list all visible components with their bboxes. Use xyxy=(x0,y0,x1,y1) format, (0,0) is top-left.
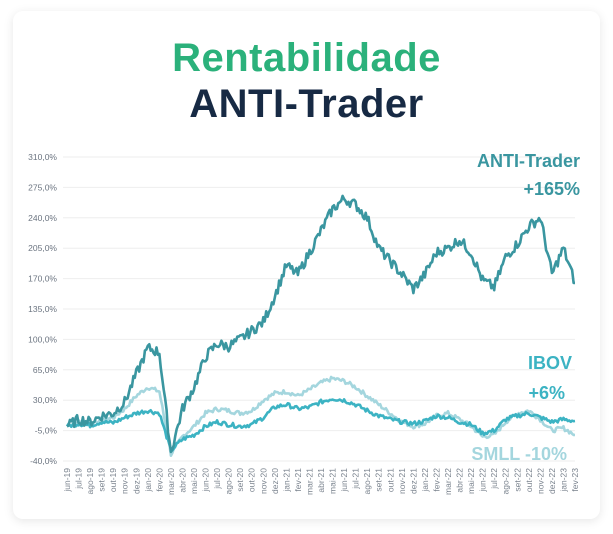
y-axis-ticks: 310,0% 275,0% 240,0% 205,0% 170,0% 135,0% 100,… xyxy=(28,152,57,466)
x-tick-label: jul-20 xyxy=(212,468,222,490)
x-tick-label: set-21 xyxy=(374,468,384,492)
x-tick-label: mai-21 xyxy=(328,468,338,494)
series-line-smll xyxy=(66,375,575,458)
y-tick-label: 65,0% xyxy=(33,365,58,375)
x-tick-label: dez-21 xyxy=(408,468,418,494)
x-tick-label: nov-20 xyxy=(258,468,268,494)
x-tick-label: abr-22 xyxy=(455,468,465,493)
y-tick-label: 100,0% xyxy=(28,334,57,344)
x-tick-label: mar-22 xyxy=(443,468,453,495)
anti-trader-label: ANTI-Trader xyxy=(477,151,580,171)
x-axis-ticks: jun-19 jul-19 ago-19 set-19 out-19 nov-19 dez-… xyxy=(62,468,580,495)
x-tick-label: dez-20 xyxy=(270,468,280,494)
series-lines xyxy=(65,194,576,458)
x-tick-label: jan-21 xyxy=(281,468,291,493)
x-tick-label: abr-20 xyxy=(177,468,187,493)
x-tick-label: nov-21 xyxy=(397,468,407,494)
y-tick-label: -40,0% xyxy=(30,456,57,466)
y-tick-label: 275,0% xyxy=(28,182,57,192)
x-tick-label: mai-22 xyxy=(466,468,476,494)
x-tick-label: set-19 xyxy=(97,468,107,492)
anti-trader-return: +165% xyxy=(523,179,580,199)
x-tick-label: jun-20 xyxy=(201,468,211,493)
x-tick-label: jul-22 xyxy=(489,468,499,490)
y-tick-label: 240,0% xyxy=(28,213,57,223)
x-tick-label: jan-20 xyxy=(143,468,153,493)
x-tick-label: jul-19 xyxy=(74,468,84,490)
x-tick-label: ago-21 xyxy=(362,468,372,495)
x-tick-label: out-22 xyxy=(524,468,534,492)
x-tick-label: mar-20 xyxy=(166,468,176,495)
smll-label: SMLL -10% xyxy=(471,444,567,464)
x-tick-label: jan-22 xyxy=(420,468,430,493)
series-line-ibov xyxy=(65,398,576,452)
x-tick-label: dez-19 xyxy=(131,468,141,494)
x-tick-label: mar-21 xyxy=(304,468,314,495)
x-tick-label: jun-21 xyxy=(339,468,349,493)
x-tick-label: ago-22 xyxy=(501,468,511,495)
x-tick-label: jan-23 xyxy=(558,468,568,493)
y-tick-label: 30,0% xyxy=(33,395,58,405)
x-tick-label: abr-21 xyxy=(316,468,326,493)
series-line-anti-trader xyxy=(66,194,575,454)
x-tick-label: ago-19 xyxy=(85,468,95,495)
x-tick-label: fev-20 xyxy=(154,468,164,492)
y-tick-label: -5,0% xyxy=(35,426,58,436)
y-tick-label: 310,0% xyxy=(28,152,57,162)
x-tick-label: out-21 xyxy=(385,468,395,492)
x-tick-label: out-19 xyxy=(108,468,118,492)
x-tick-label: fev-22 xyxy=(431,468,441,492)
y-tick-label: 205,0% xyxy=(28,243,57,253)
x-tick-label: dez-22 xyxy=(547,468,557,494)
x-tick-label: jun-22 xyxy=(478,468,488,493)
x-tick-label: jul-21 xyxy=(351,468,361,490)
x-tick-label: nov-19 xyxy=(120,468,130,494)
title-rentabilidade: Rentabilidade xyxy=(172,36,441,80)
x-tick-label: fev-21 xyxy=(293,468,303,492)
y-tick-label: 170,0% xyxy=(28,274,57,284)
x-tick-label: set-20 xyxy=(235,468,245,492)
ibov-return: +6% xyxy=(528,383,565,403)
ibov-label: IBOV xyxy=(528,353,572,373)
x-tick-label: mai-20 xyxy=(189,468,199,494)
x-tick-label: ago-20 xyxy=(224,468,234,495)
x-tick-label: set-22 xyxy=(512,468,522,492)
title-anti-trader: ANTI-Trader xyxy=(189,82,424,126)
y-tick-label: 135,0% xyxy=(28,304,57,314)
x-tick-label: out-20 xyxy=(247,468,257,492)
x-tick-label: nov-22 xyxy=(535,468,545,494)
x-tick-label: jun-19 xyxy=(62,468,72,493)
x-tick-label: fev-23 xyxy=(570,468,580,492)
